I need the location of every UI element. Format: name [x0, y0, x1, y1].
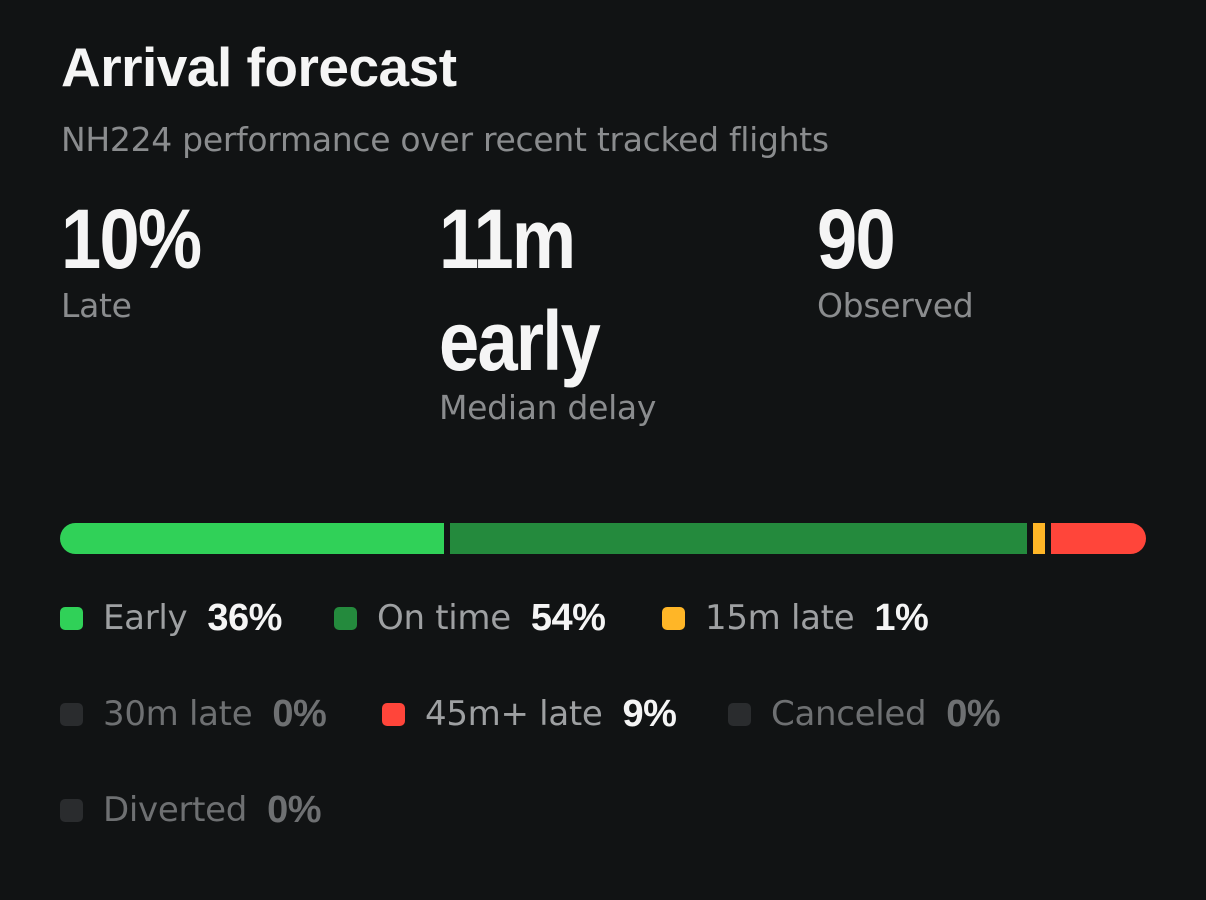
legend-swatch [60, 798, 83, 822]
legend-swatch [60, 606, 83, 630]
stat-median-delay: 11m early Median delay [439, 188, 769, 428]
stat-observed-label: Observed [817, 286, 974, 325]
legend-label: 45m+ late [425, 694, 603, 734]
legend-percent: 0% [272, 692, 327, 735]
legend-label: Early [103, 598, 188, 638]
stat-observed: 90 Observed [817, 188, 1147, 326]
legend-swatch [334, 606, 357, 630]
legend-percent: 1% [874, 596, 929, 639]
legend-item-canceled: Canceled 0% [728, 686, 1001, 742]
legend-item-30m-late: 30m late 0% [60, 686, 327, 742]
legend-percent: 9% [622, 692, 677, 735]
legend-label: On time [377, 598, 511, 638]
stats-row: 10% Late 11m early Median delay 90 Obser… [61, 188, 1146, 438]
legend-percent: 0% [267, 788, 321, 831]
legend-percent: 54% [530, 596, 606, 639]
distribution-segment-45m-late [1051, 523, 1146, 554]
stat-median-delay-value-line1: 11m [439, 192, 576, 286]
stat-median-delay-label: Median delay [439, 388, 657, 427]
legend-label: 15m late [705, 598, 855, 638]
distribution-segment-15m-late [1033, 523, 1046, 554]
legend-swatch [662, 606, 685, 630]
legend-percent: 0% [946, 692, 1001, 735]
distribution-segment-on-time [450, 523, 1028, 554]
stat-observed-value: 90 [817, 192, 896, 286]
legend-label: 30m late [103, 694, 253, 734]
card-title: Arrival forecast [61, 36, 457, 98]
stat-late: 10% Late [61, 188, 391, 326]
legend-item-on-time: On time 54% [334, 590, 606, 646]
stat-median-delay-value-line2: early [439, 294, 601, 388]
stat-late-value: 10% [61, 192, 202, 286]
legend-item-45m-late: 45m+ late 9% [382, 686, 677, 742]
distribution-bar [60, 523, 1146, 554]
legend-item-early: Early 36% [60, 590, 282, 646]
legend-label: Diverted [103, 790, 248, 830]
card-subtitle: NH224 performance over recent tracked fl… [61, 120, 829, 159]
legend-swatch [60, 702, 83, 726]
legend-swatch [382, 702, 405, 726]
legend-swatch [728, 702, 751, 726]
legend-item-15m-late: 15m late 1% [662, 590, 929, 646]
legend-item-diverted: Diverted 0% [60, 782, 321, 838]
legend-percent: 36% [207, 596, 282, 639]
distribution-segment-early [60, 523, 445, 554]
stat-late-label: Late [61, 286, 132, 325]
legend-label: Canceled [771, 694, 927, 734]
